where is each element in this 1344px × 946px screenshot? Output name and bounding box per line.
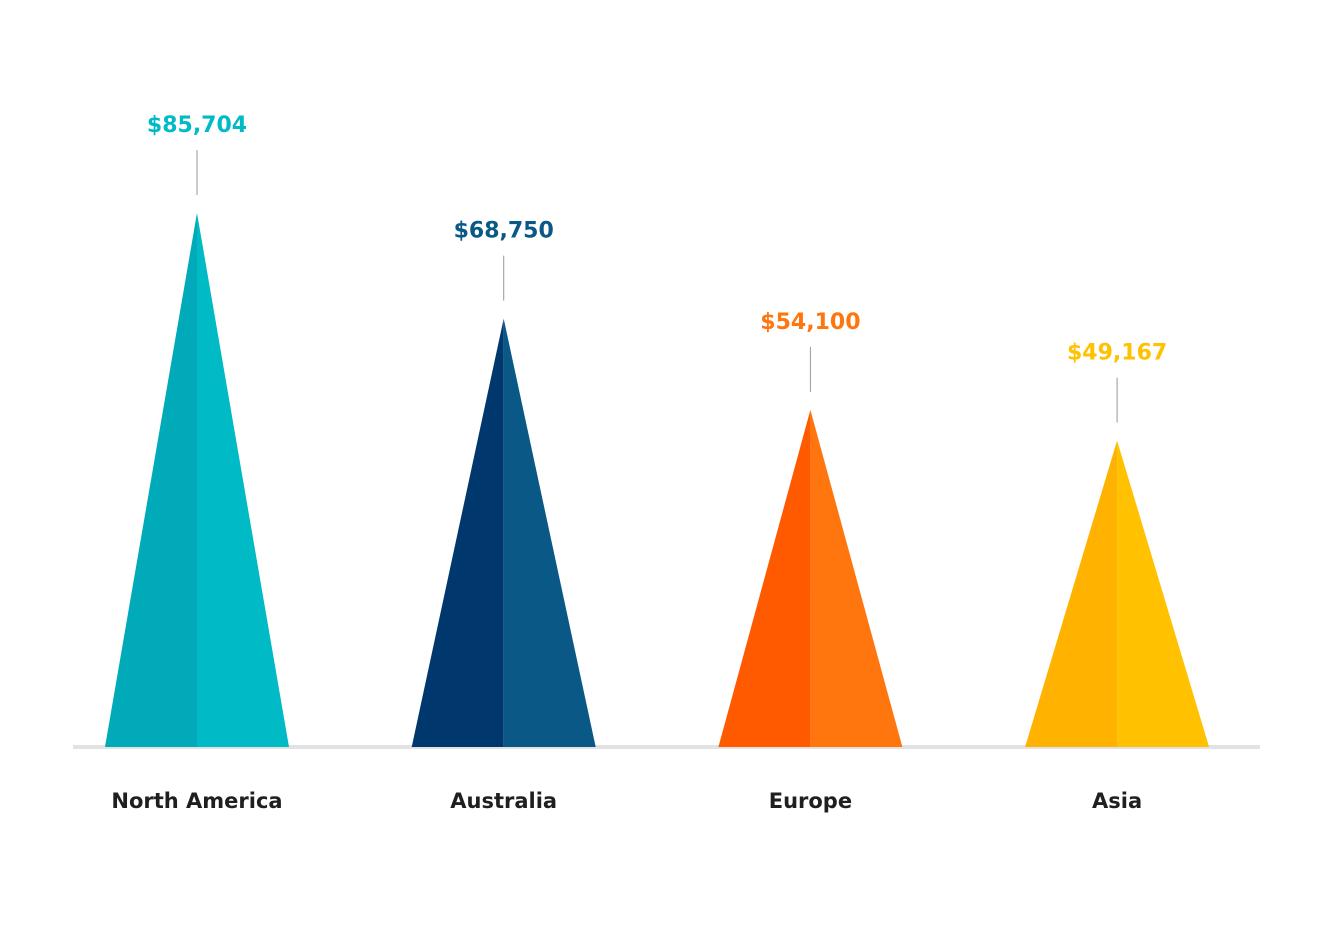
pyramid-face-right <box>810 409 903 747</box>
pyramid-face-left <box>411 318 504 747</box>
pyramid-europe: $54,100 Europe <box>718 310 903 813</box>
pyramid-asia: $49,167 Asia <box>1025 341 1210 813</box>
value-label: $49,167 <box>1067 341 1167 366</box>
pyramid-face-left <box>105 213 197 747</box>
pyramid-australia: $68,750 Australia <box>411 219 596 813</box>
pyramid-face-right <box>197 213 289 747</box>
pyramid-face-left <box>718 409 811 747</box>
category-label: North America <box>111 789 282 813</box>
category-label: Asia <box>1092 789 1142 813</box>
value-label: $68,750 <box>454 219 554 244</box>
value-label: $54,100 <box>760 310 860 335</box>
pyramid-face-right <box>503 318 596 747</box>
pyramid-face-right <box>1117 440 1210 747</box>
pyramid-north-america: $85,704 North America <box>105 113 289 813</box>
category-label: Europe <box>769 789 852 813</box>
pyramid-face-left <box>1025 440 1118 747</box>
value-label: $85,704 <box>147 113 247 138</box>
category-label: Australia <box>450 789 557 813</box>
